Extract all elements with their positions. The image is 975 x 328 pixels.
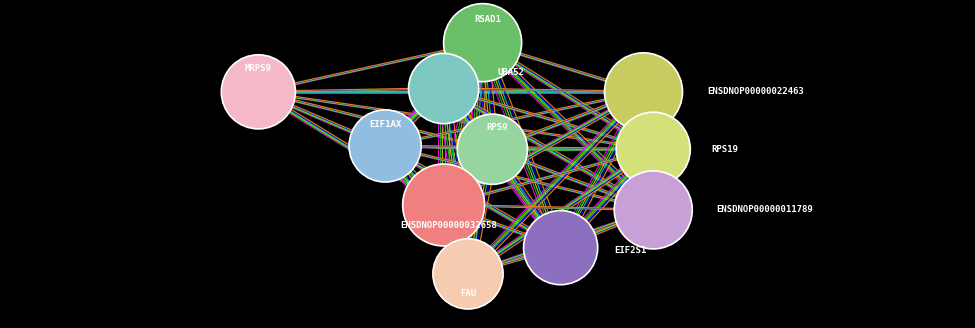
Ellipse shape [457, 114, 527, 184]
Text: RSAD1: RSAD1 [474, 14, 501, 24]
Text: RPS9: RPS9 [487, 123, 508, 133]
Ellipse shape [604, 53, 682, 131]
Ellipse shape [444, 4, 522, 82]
Text: MRPS9: MRPS9 [245, 64, 272, 73]
Ellipse shape [524, 211, 598, 285]
Text: UBA52: UBA52 [497, 68, 525, 77]
Text: RPS19: RPS19 [712, 145, 739, 154]
Ellipse shape [614, 171, 692, 249]
Ellipse shape [349, 110, 421, 182]
Text: FAU: FAU [460, 289, 476, 298]
Ellipse shape [403, 164, 485, 246]
Text: ENSDNOP00000011789: ENSDNOP00000011789 [717, 205, 813, 215]
Ellipse shape [409, 53, 479, 124]
Ellipse shape [221, 55, 295, 129]
Text: ENSDNOP00000022463: ENSDNOP00000022463 [707, 87, 803, 96]
Ellipse shape [433, 239, 503, 309]
Text: ENSDNOP00000032658: ENSDNOP00000032658 [400, 221, 497, 230]
Ellipse shape [616, 112, 690, 186]
Text: EIF2S1: EIF2S1 [614, 246, 646, 256]
Text: EIF1AX: EIF1AX [369, 120, 402, 129]
